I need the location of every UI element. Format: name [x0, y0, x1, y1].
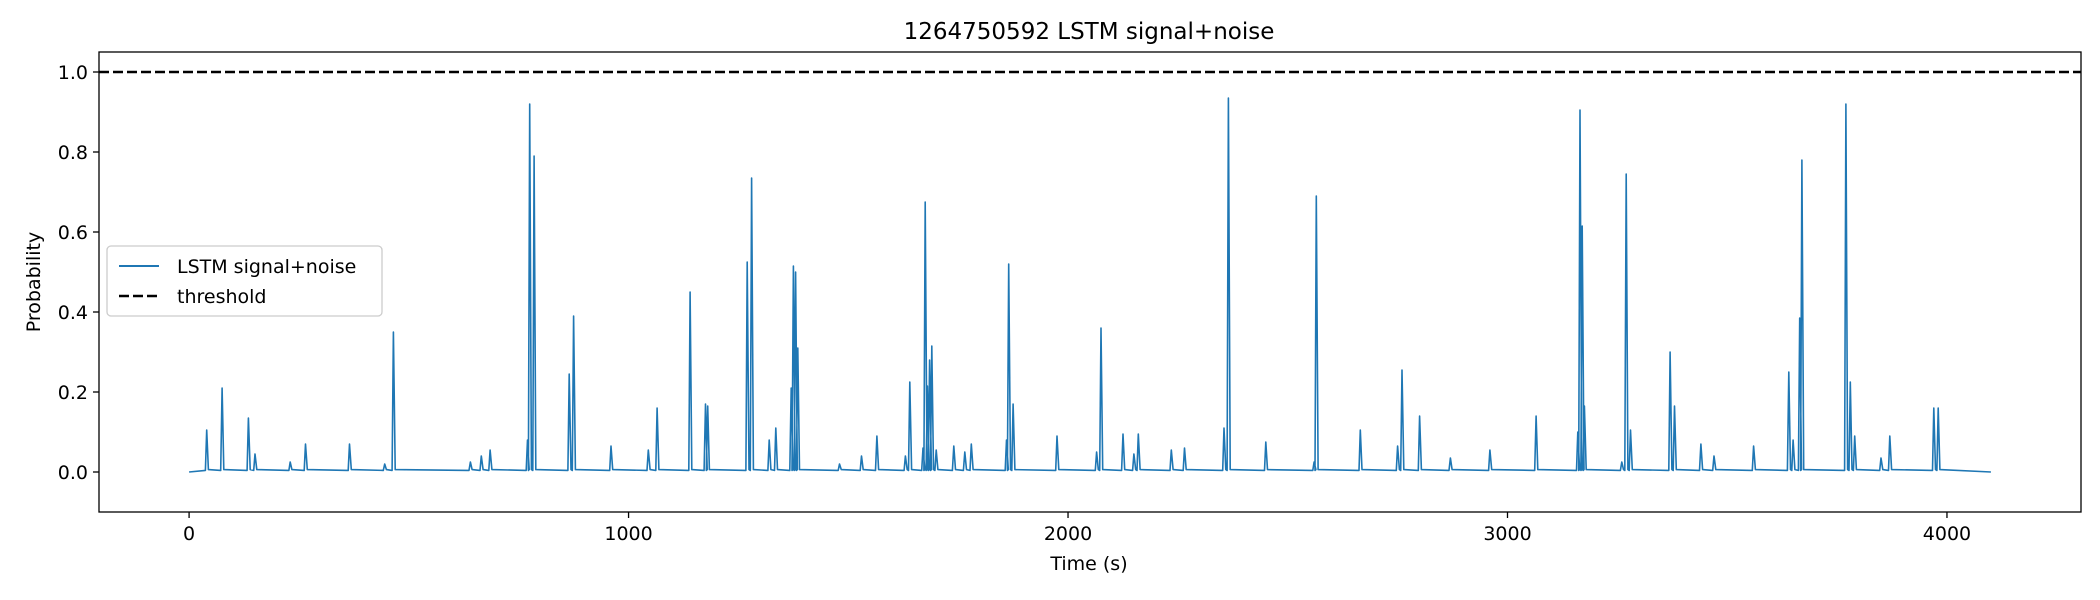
y-axis: 0.0 0.2 0.4 0.6 0.8 1.0 [58, 62, 99, 484]
plot-frame [98, 51, 2082, 513]
legend-label-signal: LSTM signal+noise [177, 256, 356, 278]
y-tick-label: 0.0 [58, 462, 88, 484]
y-tick-label: 0.6 [58, 222, 88, 244]
legend: LSTM signal+noise threshold [106, 245, 383, 317]
series-group [189, 97, 1991, 473]
legend-label-threshold: threshold [177, 286, 266, 308]
y-tick-label: 0.4 [58, 302, 88, 324]
x-tick-label: 3000 [1483, 523, 1531, 545]
y-axis-label: Probability [23, 232, 45, 332]
x-tick-label: 0 [183, 523, 195, 545]
y-tick-label: 0.2 [58, 382, 88, 404]
x-axis: 0 1000 2000 3000 4000 [183, 512, 1971, 545]
x-tick-label: 4000 [1923, 523, 1971, 545]
chart-title: 1264750592 LSTM signal+noise [904, 19, 1275, 45]
x-tick-label: 1000 [604, 523, 652, 545]
plot-area [99, 52, 2081, 512]
y-tick-label: 0.8 [58, 142, 88, 164]
legend-box [106, 245, 383, 317]
x-tick-label: 2000 [1044, 523, 1092, 545]
x-axis-label: Time (s) [1049, 553, 1127, 575]
y-tick-label: 1.0 [58, 62, 88, 84]
series-line-0 [189, 97, 1991, 473]
